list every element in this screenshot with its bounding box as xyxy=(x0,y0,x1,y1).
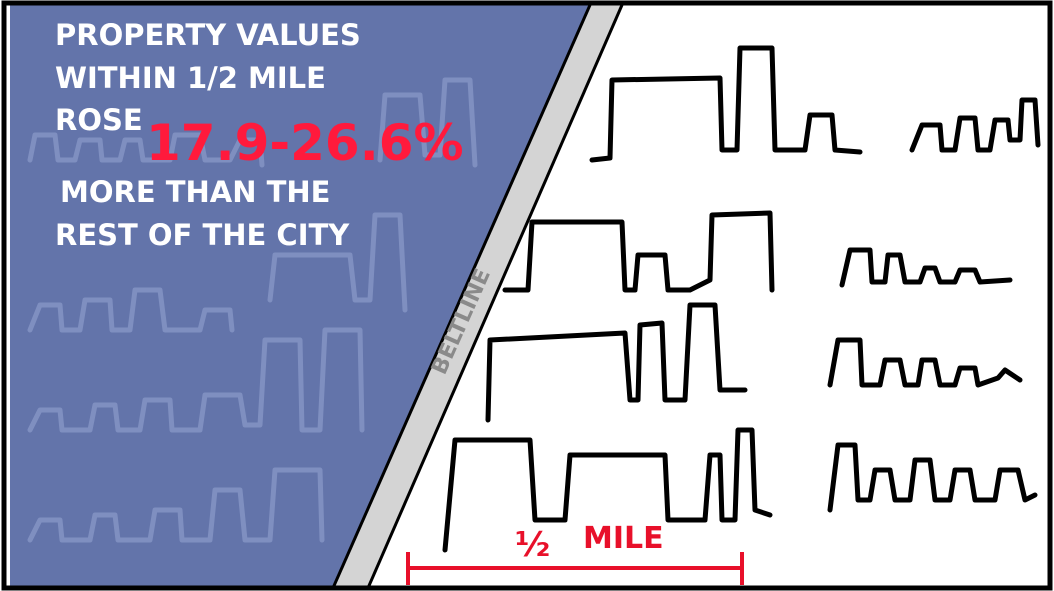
blue-area xyxy=(10,5,590,588)
scale-fraction: ½ xyxy=(515,525,550,565)
scale-unit: MILE xyxy=(583,521,664,556)
scale-bar xyxy=(406,552,744,585)
beltline-edge xyxy=(331,4,592,589)
headline-line: WITHIN 1/2 MILE xyxy=(55,61,326,95)
headline-range: 17.9-26.6% xyxy=(146,114,464,172)
headline-line: PROPERTY VALUES xyxy=(55,18,361,52)
skyline xyxy=(442,45,1041,553)
beltline-path xyxy=(333,5,622,588)
beltline-edge xyxy=(366,4,624,589)
headline-line: ROSE xyxy=(55,103,143,137)
headline-line: MORE THAN THE xyxy=(60,175,330,209)
faded-skyline xyxy=(27,77,478,543)
headline-line: REST OF THE CITY xyxy=(55,218,350,252)
